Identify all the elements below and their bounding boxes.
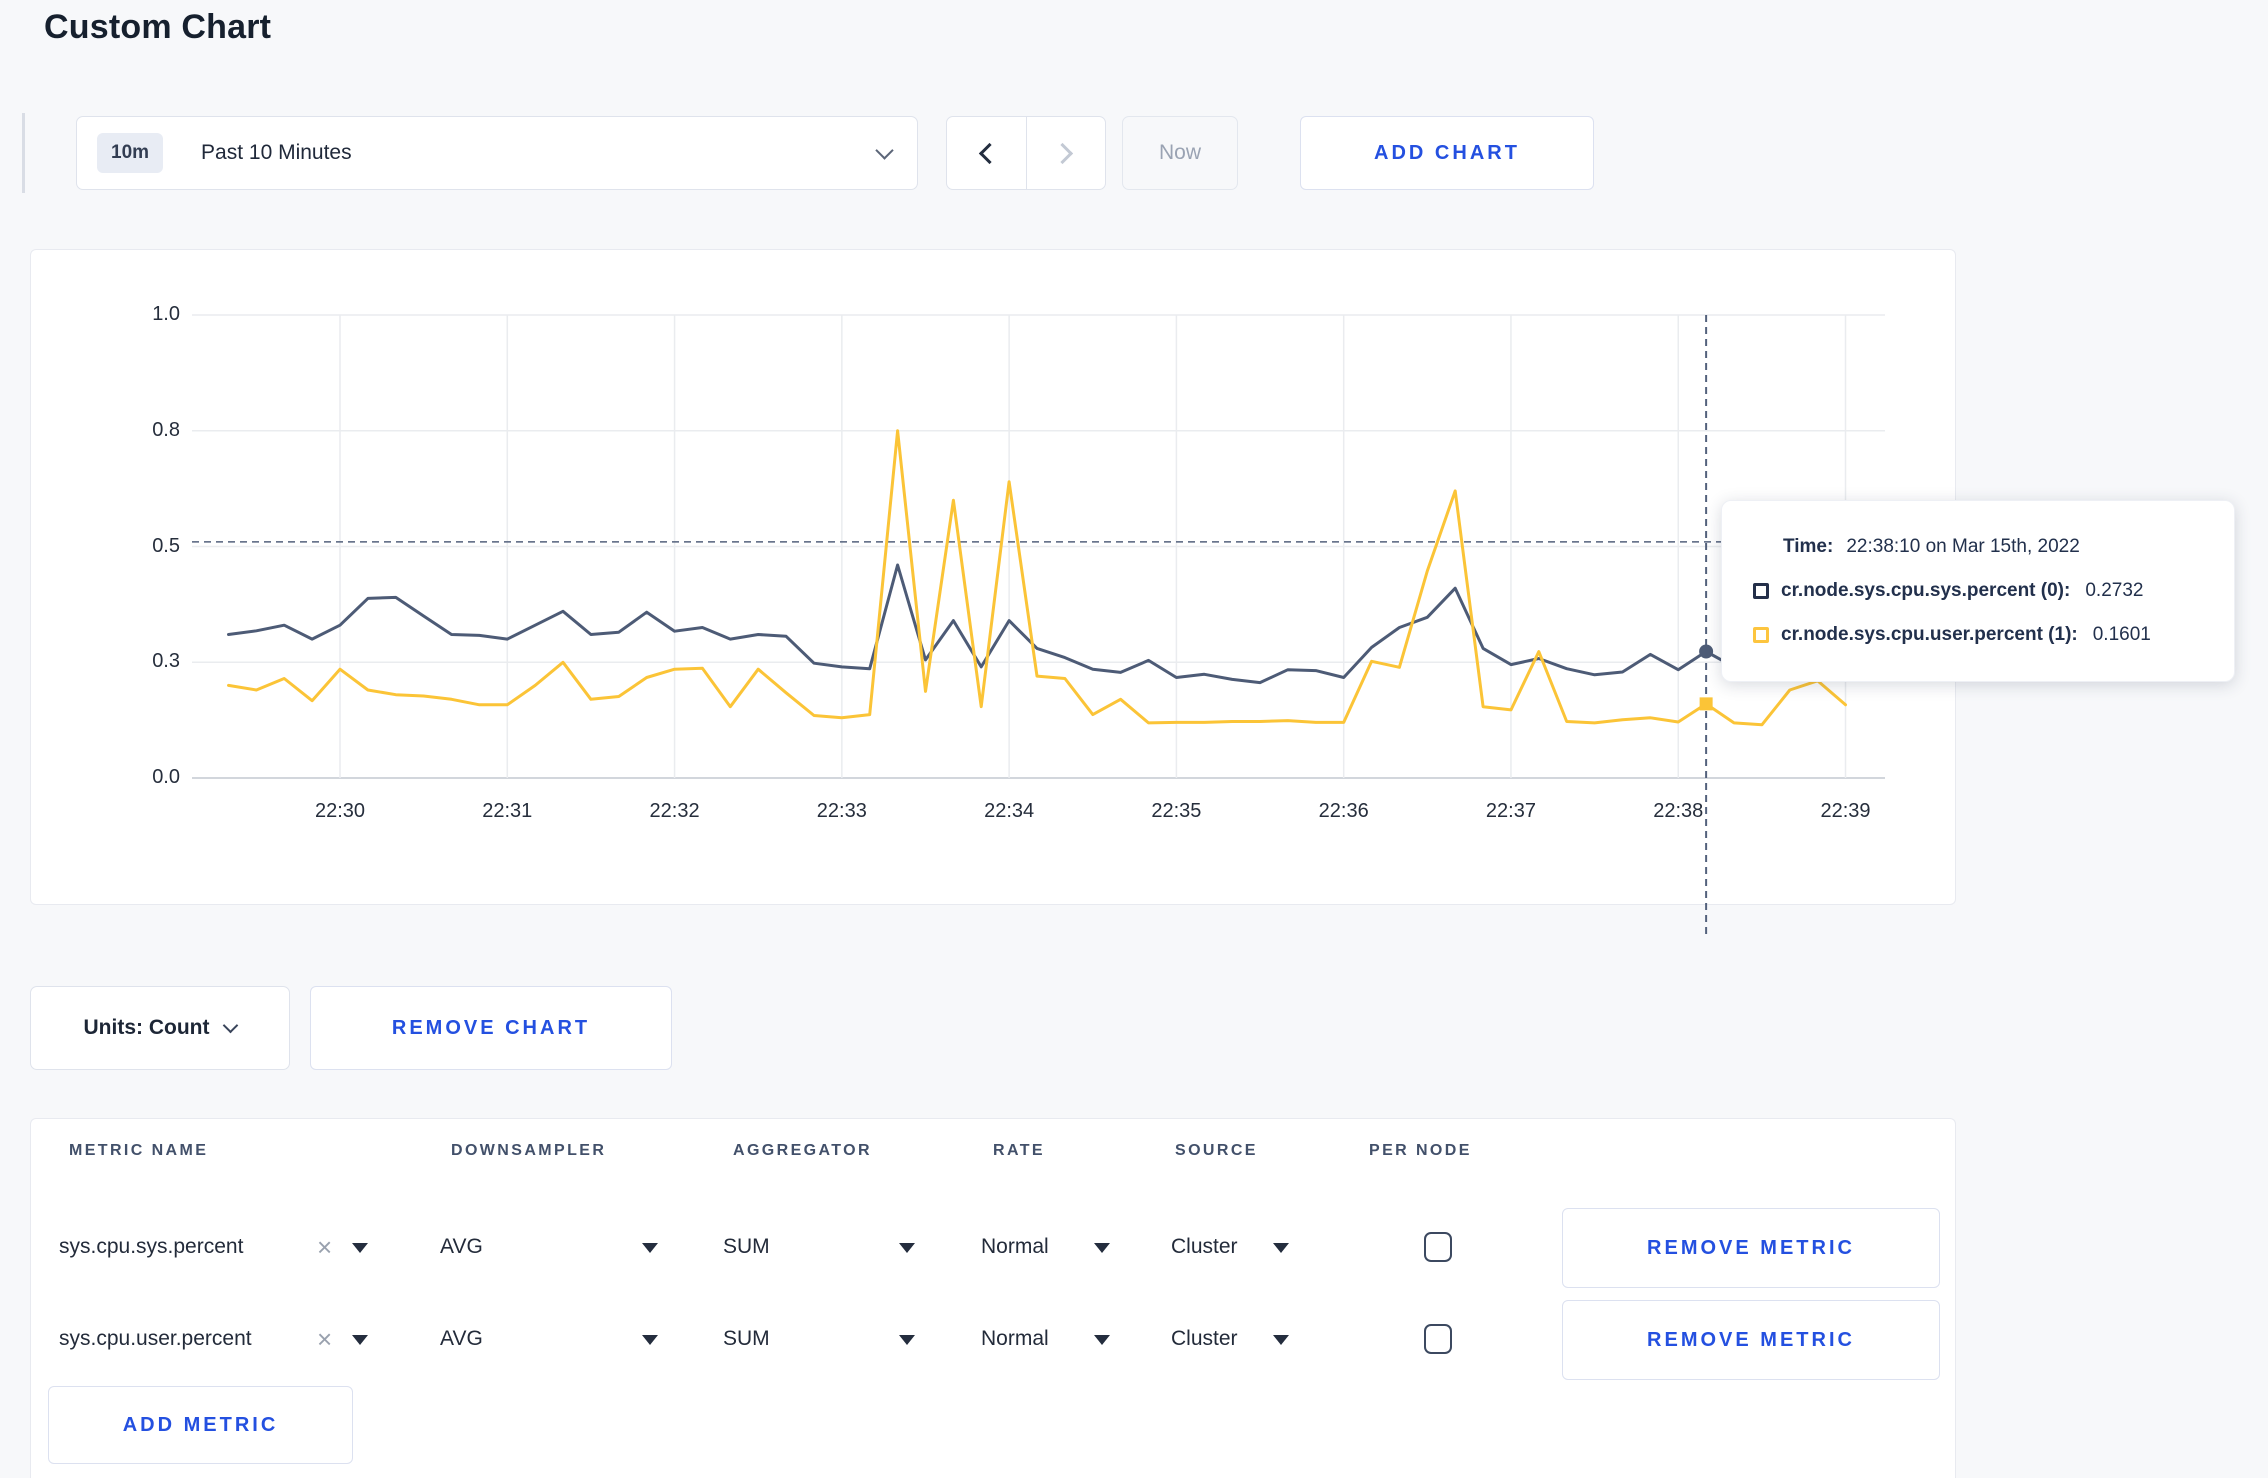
chart-tooltip: Time: 22:38:10 on Mar 15th, 2022 cr.node… — [1721, 500, 2235, 682]
chevron-down-icon — [223, 1017, 239, 1034]
user-series-swatch-icon — [1753, 627, 1769, 643]
clear-metric-icon[interactable]: × — [317, 1324, 333, 1354]
downsampler-select[interactable]: AVG — [440, 1235, 483, 1258]
time-range-badge: 10m — [97, 133, 164, 173]
rate-select[interactable]: Normal — [981, 1327, 1049, 1350]
x-axis-tick: 22:39 — [1820, 800, 1871, 822]
aggregator-select[interactable]: SUM — [723, 1327, 770, 1350]
now-button[interactable]: Now — [1122, 116, 1238, 190]
column-header-metric-name: METRIC NAME — [69, 1142, 209, 1159]
remove-metric-button[interactable]: REMOVE METRIC — [1562, 1208, 1940, 1288]
sys-series-swatch-icon — [1753, 583, 1769, 599]
table-row: sys.cpu.user.percent × AVG SUM Normal Cl… — [30, 1297, 1956, 1381]
column-header-downsampler: DOWNSAMPLER — [451, 1142, 607, 1159]
aggregator-caret-icon[interactable] — [899, 1243, 915, 1253]
prev-timewindow-button[interactable] — [947, 117, 1026, 189]
downsampler-caret-icon[interactable] — [642, 1243, 658, 1253]
add-chart-button[interactable]: ADD CHART — [1300, 116, 1594, 190]
chevron-left-icon — [978, 142, 1000, 164]
x-axis-tick: 22:33 — [816, 800, 867, 822]
add-metric-button[interactable]: ADD METRIC — [48, 1386, 353, 1464]
metric-name-select[interactable]: sys.cpu.user.percent — [59, 1327, 252, 1350]
units-select[interactable]: Units: Count — [30, 986, 290, 1070]
metric-name-caret-icon[interactable] — [352, 1243, 368, 1253]
chevron-right-icon — [1052, 142, 1074, 164]
metric-name-caret-icon[interactable] — [352, 1335, 368, 1345]
time-nav-group — [946, 116, 1106, 190]
aggregator-caret-icon[interactable] — [899, 1335, 915, 1345]
source-caret-icon[interactable] — [1273, 1335, 1289, 1345]
column-header-source: SOURCE — [1175, 1142, 1258, 1159]
rate-caret-icon[interactable] — [1094, 1335, 1110, 1345]
y-axis-tick: 0.8 — [152, 418, 180, 441]
column-header-per-node: PER NODE — [1369, 1142, 1472, 1159]
tooltip-series-value: 0.2732 — [2085, 580, 2144, 601]
tooltip-series-name: cr.node.sys.cpu.user.percent (1): — [1781, 624, 2078, 645]
downsampler-select[interactable]: AVG — [440, 1327, 483, 1350]
y-axis-tick: 0.0 — [152, 766, 180, 788]
source-caret-icon[interactable] — [1273, 1243, 1289, 1253]
source-select[interactable]: Cluster — [1171, 1235, 1238, 1258]
clear-metric-icon[interactable]: × — [317, 1232, 333, 1262]
units-label: Units: Count — [83, 1016, 210, 1039]
x-axis-tick: 22:35 — [1151, 800, 1202, 822]
table-row: sys.cpu.sys.percent × AVG SUM Normal Clu… — [30, 1205, 1956, 1289]
tooltip-time-value: 22:38:10 on Mar 15th, 2022 — [1846, 536, 2080, 557]
time-range-label: Past 10 Minutes — [201, 141, 352, 164]
source-select[interactable]: Cluster — [1171, 1327, 1238, 1350]
tooltip-series-name: cr.node.sys.cpu.sys.percent (0): — [1781, 580, 2071, 601]
tooltip-series-value: 0.1601 — [2092, 624, 2151, 645]
x-axis-tick: 22:30 — [314, 800, 366, 822]
downsampler-caret-icon[interactable] — [642, 1335, 658, 1345]
chevron-down-icon — [875, 140, 894, 160]
rate-select[interactable]: Normal — [981, 1235, 1049, 1258]
page-title: Custom Chart — [44, 8, 272, 46]
y-axis-tick: 0.5 — [152, 534, 180, 557]
aggregator-select[interactable]: SUM — [723, 1235, 770, 1258]
tooltip-time-label: Time: — [1783, 536, 1834, 557]
y-axis-tick: 1.0 — [152, 303, 180, 325]
per-node-checkbox[interactable] — [1424, 1232, 1452, 1262]
y-axis-tick: 0.3 — [152, 650, 180, 673]
metric-name-select[interactable]: sys.cpu.sys.percent — [59, 1235, 244, 1258]
x-axis-tick: 22:34 — [984, 800, 1035, 822]
toolbar-divider — [22, 113, 25, 193]
x-axis-tick: 22:36 — [1318, 800, 1369, 822]
x-axis-tick: 22:37 — [1485, 800, 1536, 822]
x-axis-tick: 22:32 — [649, 800, 700, 822]
remove-chart-button[interactable]: REMOVE CHART — [310, 986, 672, 1070]
per-node-checkbox[interactable] — [1424, 1324, 1452, 1354]
rate-caret-icon[interactable] — [1094, 1243, 1110, 1253]
remove-metric-button[interactable]: REMOVE METRIC — [1562, 1300, 1940, 1380]
time-range-select[interactable]: 10m Past 10 Minutes — [76, 116, 918, 190]
column-header-aggregator: AGGREGATOR — [733, 1142, 872, 1159]
x-axis-tick: 22:31 — [482, 800, 533, 822]
x-axis-tick: 22:38 — [1653, 800, 1704, 822]
next-timewindow-button[interactable] — [1025, 117, 1106, 189]
column-header-rate: RATE — [993, 1142, 1045, 1159]
